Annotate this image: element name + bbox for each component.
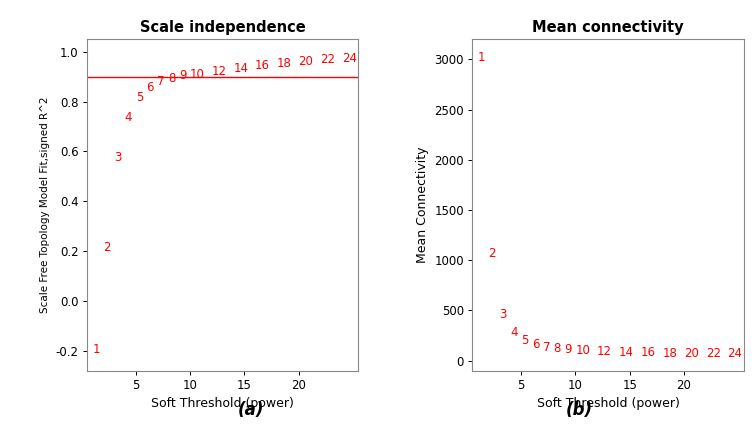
- Text: 7: 7: [157, 75, 165, 88]
- Text: (a): (a): [238, 401, 264, 419]
- Text: 18: 18: [662, 347, 677, 360]
- Text: 7: 7: [543, 341, 550, 354]
- Text: 2: 2: [488, 247, 496, 260]
- Title: Mean connectivity: Mean connectivity: [532, 20, 684, 35]
- Y-axis label: Scale Free Topology Model Fit,signed R^2: Scale Free Topology Model Fit,signed R^2: [40, 97, 50, 313]
- Text: 5: 5: [136, 91, 143, 104]
- Text: 24: 24: [342, 51, 357, 65]
- Text: 9: 9: [565, 343, 572, 356]
- Text: 8: 8: [553, 342, 561, 355]
- Text: 10: 10: [190, 68, 205, 81]
- Text: 12: 12: [211, 65, 226, 78]
- Text: 1: 1: [92, 343, 100, 356]
- Text: 8: 8: [168, 72, 176, 85]
- Text: 22: 22: [320, 53, 335, 66]
- Text: 1: 1: [478, 51, 485, 65]
- Text: 3: 3: [499, 308, 507, 321]
- Text: 2: 2: [103, 241, 111, 253]
- X-axis label: Soft Threshold (power): Soft Threshold (power): [537, 398, 680, 410]
- Text: 24: 24: [727, 347, 742, 360]
- Text: 6: 6: [146, 81, 154, 94]
- Text: 20: 20: [684, 347, 699, 360]
- Text: 16: 16: [640, 347, 655, 359]
- Text: 9: 9: [179, 69, 186, 82]
- Y-axis label: Mean Connectivity: Mean Connectivity: [416, 146, 429, 263]
- Text: (b): (b): [566, 401, 593, 419]
- Text: 3: 3: [114, 151, 122, 164]
- Text: 18: 18: [277, 57, 291, 70]
- X-axis label: Soft Threshold (power): Soft Threshold (power): [151, 398, 294, 410]
- Text: 16: 16: [255, 59, 270, 72]
- Text: 14: 14: [233, 61, 248, 75]
- Text: 12: 12: [597, 345, 612, 358]
- Text: 4: 4: [125, 111, 132, 124]
- Text: 20: 20: [298, 55, 313, 68]
- Text: 5: 5: [521, 334, 528, 347]
- Title: Scale independence: Scale independence: [140, 20, 306, 35]
- Text: 14: 14: [619, 346, 633, 359]
- Text: 22: 22: [706, 347, 721, 360]
- Text: 6: 6: [532, 337, 540, 351]
- Text: 4: 4: [510, 327, 518, 340]
- Text: 10: 10: [575, 344, 590, 357]
